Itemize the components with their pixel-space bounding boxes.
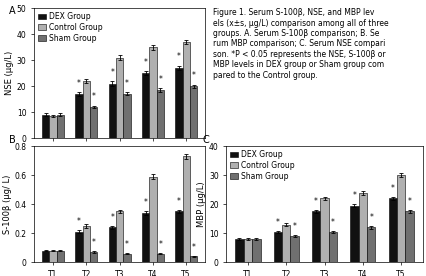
Text: *: * xyxy=(92,238,95,247)
Legend: DEX Group, Control Group, Sham Group: DEX Group, Control Group, Sham Group xyxy=(228,148,295,182)
Bar xyxy=(49,116,57,138)
Bar xyxy=(82,226,90,262)
Text: *: * xyxy=(330,217,334,227)
Text: *: * xyxy=(368,213,372,222)
Bar xyxy=(235,239,243,262)
Text: A: A xyxy=(9,6,15,16)
Bar xyxy=(404,211,413,262)
Bar xyxy=(388,198,396,262)
Text: *: * xyxy=(176,197,180,206)
Bar xyxy=(281,225,290,262)
Bar xyxy=(190,86,197,138)
Bar xyxy=(82,81,90,138)
Bar xyxy=(156,253,164,262)
Text: *: * xyxy=(125,240,129,249)
Text: *: * xyxy=(158,240,162,249)
Text: *: * xyxy=(407,197,411,206)
Bar xyxy=(42,251,49,262)
Text: *: * xyxy=(390,184,394,193)
Legend: DEX Group, Control Group, Sham Group: DEX Group, Control Group, Sham Group xyxy=(36,10,104,44)
Text: *: * xyxy=(191,243,195,252)
Text: B: B xyxy=(9,135,15,145)
Bar xyxy=(175,68,182,138)
Bar xyxy=(366,227,374,262)
Bar xyxy=(123,253,130,262)
Bar xyxy=(243,239,251,262)
Bar xyxy=(320,198,328,262)
Bar xyxy=(42,115,49,138)
Bar xyxy=(141,73,149,138)
Bar xyxy=(156,90,164,138)
Y-axis label: MBP (µg/L): MBP (µg/L) xyxy=(197,181,206,227)
Text: *: * xyxy=(143,57,147,67)
Bar xyxy=(190,256,197,262)
Bar xyxy=(123,94,130,138)
Bar xyxy=(108,227,115,262)
Text: *: * xyxy=(125,79,129,88)
Bar xyxy=(182,42,190,138)
Bar xyxy=(149,177,156,262)
Text: *: * xyxy=(314,197,317,206)
Bar xyxy=(90,107,97,138)
Bar xyxy=(149,47,156,138)
Bar xyxy=(182,156,190,262)
Text: *: * xyxy=(176,52,180,61)
Bar xyxy=(358,193,366,262)
Bar xyxy=(108,84,115,138)
Bar xyxy=(49,251,57,262)
Bar xyxy=(349,206,358,262)
Text: *: * xyxy=(275,217,279,227)
Text: *: * xyxy=(110,213,114,222)
Text: *: * xyxy=(158,75,162,84)
Bar xyxy=(311,211,320,262)
Text: *: * xyxy=(351,191,356,200)
Bar xyxy=(290,236,298,262)
Text: *: * xyxy=(110,68,114,77)
Text: *: * xyxy=(92,92,95,101)
Text: *: * xyxy=(292,222,296,231)
Bar xyxy=(115,211,123,262)
Text: *: * xyxy=(77,79,81,87)
Text: *: * xyxy=(77,217,81,226)
Bar xyxy=(175,211,182,262)
Bar xyxy=(90,252,97,262)
Text: C: C xyxy=(202,135,209,145)
Bar xyxy=(57,251,64,262)
Bar xyxy=(75,94,82,138)
Bar xyxy=(328,232,337,262)
Bar xyxy=(251,239,260,262)
X-axis label: Time Points: Time Points xyxy=(95,156,144,165)
Text: *: * xyxy=(143,198,147,207)
Y-axis label: NSE (µg/L): NSE (µg/L) xyxy=(5,51,14,95)
Bar xyxy=(141,213,149,262)
Bar xyxy=(57,115,64,138)
Text: Figure 1. Serum S-100β, NSE, and MBP lev
els (x±s, µg/L) comparison among all of: Figure 1. Serum S-100β, NSE, and MBP lev… xyxy=(213,8,388,80)
Bar xyxy=(396,175,404,262)
Text: *: * xyxy=(191,71,195,80)
Bar xyxy=(115,58,123,138)
Y-axis label: S-100β (µg/ L): S-100β (µg/ L) xyxy=(3,174,12,234)
Bar xyxy=(75,232,82,262)
Bar xyxy=(273,232,281,262)
